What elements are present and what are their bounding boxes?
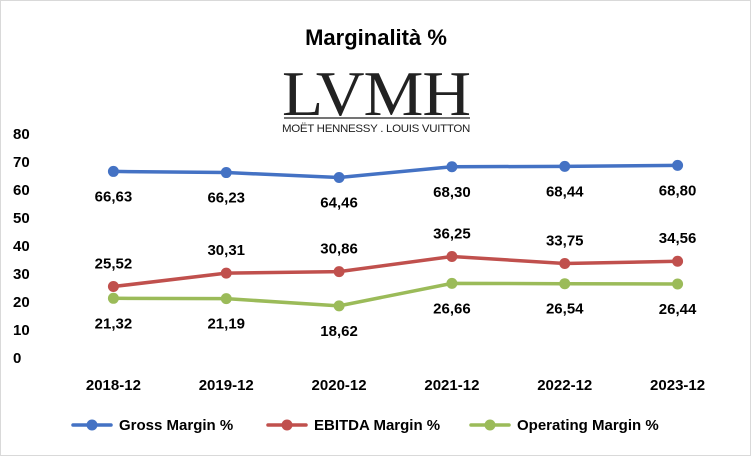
x-tick-label: 2020-12 (312, 377, 367, 394)
series-layer (107, 159, 684, 312)
data-point (333, 300, 345, 312)
legend-marker (484, 419, 496, 431)
data-point (559, 278, 571, 290)
y-tick-label: 0 (13, 350, 21, 367)
x-tick-label: 2018-12 (86, 377, 141, 394)
series-line (111, 254, 680, 289)
legend: Gross Margin % EBITDA Margin % Operating M… (71, 417, 659, 434)
x-tick-label: 2021-12 (424, 377, 479, 394)
data-point (333, 172, 345, 184)
y-tick-label: 50 (13, 210, 30, 227)
y-tick-label: 40 (13, 238, 30, 255)
data-point (672, 278, 684, 290)
y-tick-label: 60 (13, 182, 30, 199)
lvmh-logo: LVMH MOËT HENNESSY . LOUIS VUITTON (282, 58, 471, 135)
data-point (220, 293, 232, 305)
data-point (220, 167, 232, 179)
series-line (111, 163, 680, 180)
data-label: 68,80 (659, 182, 697, 199)
legend-marker (86, 419, 98, 431)
y-tick-label: 30 (13, 266, 30, 283)
data-point (107, 281, 119, 293)
data-label: 34,56 (659, 230, 697, 247)
x-tick-label: 2023-12 (650, 377, 705, 394)
data-point (446, 277, 458, 289)
series-line (111, 281, 680, 308)
data-point (672, 159, 684, 171)
data-labels: 66,63 66,23 64,46 68,30 68,44 68,80 25,52 30,31… (95, 182, 697, 340)
legend-label: EBITDA Margin % (314, 417, 440, 434)
data-point (446, 251, 458, 262)
data-label: 68,30 (433, 184, 471, 201)
logo-tagline: MOËT HENNESSY . LOUIS VUITTON (282, 123, 470, 135)
y-tick-label: 80 (13, 126, 30, 143)
data-point (220, 267, 232, 279)
y-axis-ticks: 0 10 20 30 40 50 60 70 80 (13, 126, 30, 367)
data-label: 36,25 (433, 226, 471, 243)
data-label: 25,52 (95, 256, 133, 273)
data-label: 66,23 (207, 190, 245, 207)
y-tick-label: 70 (13, 154, 30, 171)
y-tick-label: 10 (13, 322, 30, 339)
data-label: 64,46 (320, 195, 358, 212)
legend-label: Gross Margin % (119, 417, 233, 434)
data-label: 26,66 (433, 300, 471, 317)
data-label: 21,19 (207, 316, 245, 333)
data-label: 33,75 (546, 233, 584, 250)
logo-wordmark: LVMH (282, 58, 470, 129)
y-tick-label: 20 (13, 294, 30, 311)
data-label: 68,44 (546, 183, 584, 200)
data-label: 30,31 (207, 242, 245, 259)
chart-title: Marginalità % (305, 25, 447, 50)
data-point (559, 160, 571, 172)
legend-label: Operating Margin % (517, 417, 659, 434)
data-point (107, 292, 119, 304)
data-point (333, 266, 345, 278)
data-label: 26,54 (546, 301, 584, 318)
data-label: 30,86 (320, 241, 358, 258)
data-label: 18,62 (320, 323, 358, 340)
data-point (107, 165, 119, 177)
x-tick-label: 2022-12 (537, 377, 592, 394)
data-label: 26,44 (659, 301, 697, 318)
data-point (672, 255, 684, 267)
data-label: 21,32 (95, 315, 133, 332)
data-label: 66,63 (95, 188, 133, 205)
x-axis-ticks: 2018-12 2019-12 2020-12 2021-12 2022-12 2023-… (86, 377, 705, 394)
legend-marker (281, 419, 293, 431)
x-tick-label: 2019-12 (199, 377, 254, 394)
data-point (559, 258, 571, 269)
data-point (446, 161, 458, 173)
